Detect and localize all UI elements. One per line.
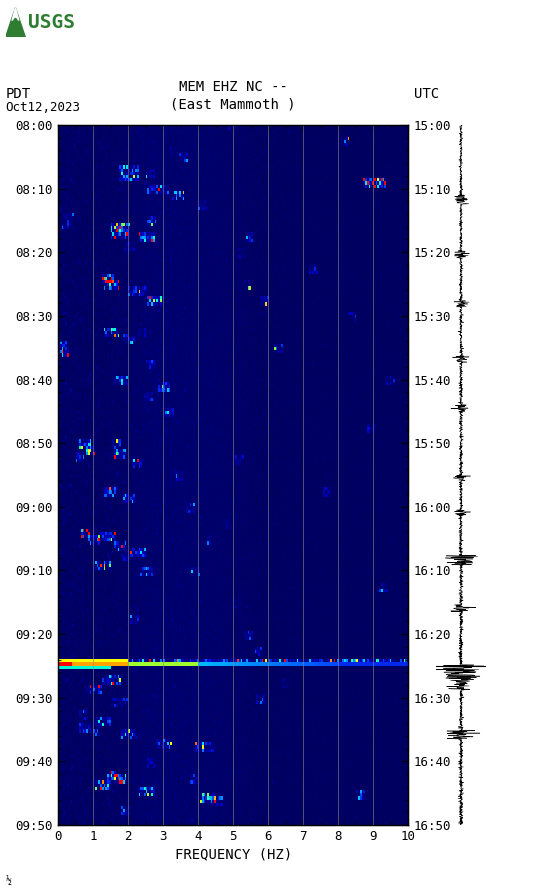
Text: USGS: USGS [28, 12, 75, 32]
Text: ½: ½ [6, 875, 12, 885]
X-axis label: FREQUENCY (HZ): FREQUENCY (HZ) [174, 847, 292, 861]
Text: PDT: PDT [6, 87, 31, 101]
Polygon shape [6, 8, 25, 37]
Polygon shape [12, 8, 19, 21]
Text: MEM EHZ NC --: MEM EHZ NC -- [179, 79, 288, 94]
Text: UTC: UTC [414, 87, 439, 101]
Text: Oct12,2023: Oct12,2023 [6, 101, 81, 114]
Text: (East Mammoth ): (East Mammoth ) [171, 97, 296, 112]
